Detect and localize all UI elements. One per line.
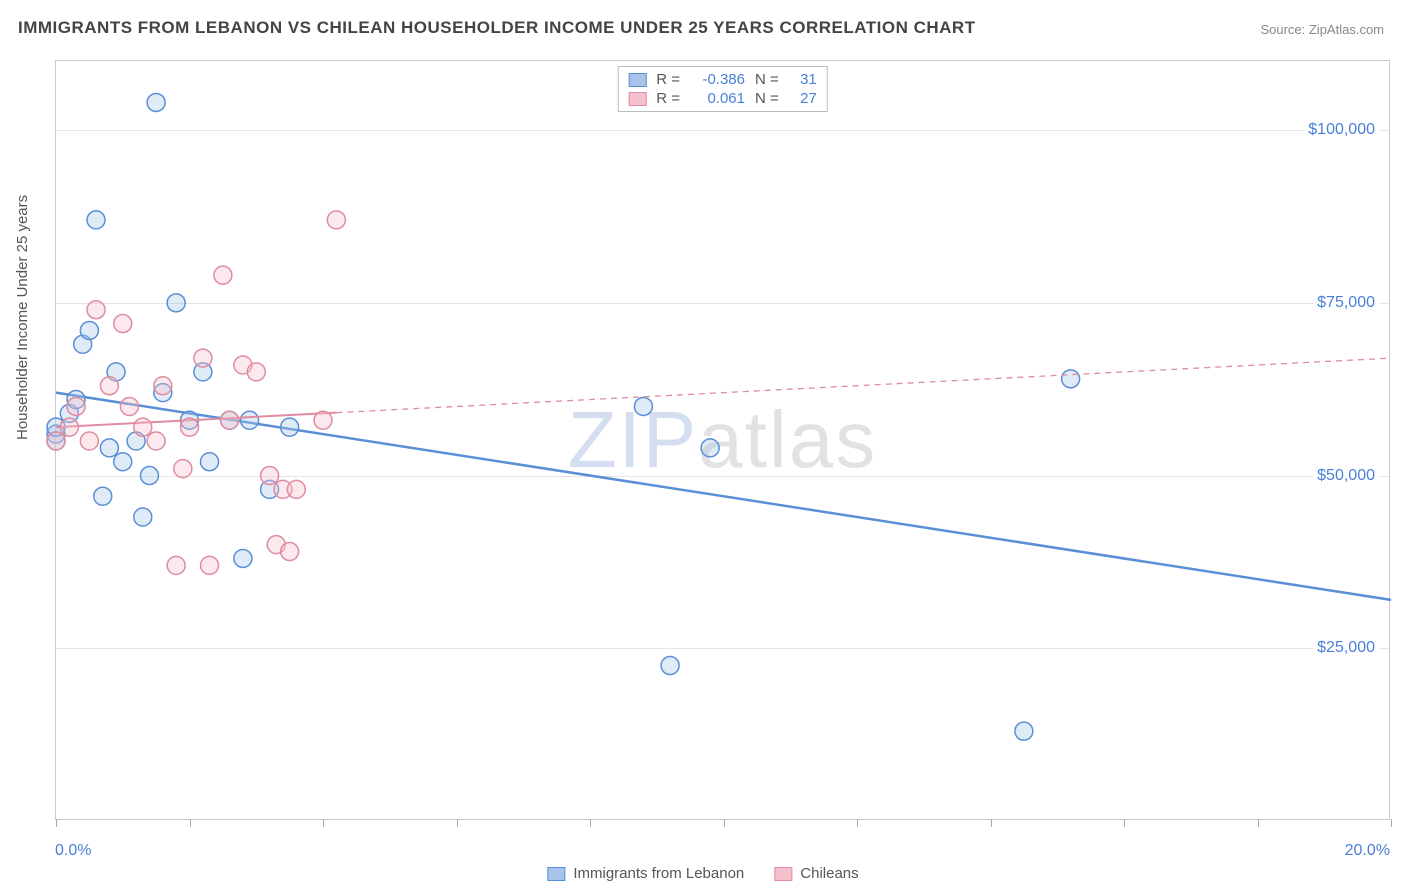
y-axis-title: Householder Income Under 25 years	[14, 195, 31, 440]
swatch-chileans	[628, 92, 646, 106]
series-legend: Immigrants from Lebanon Chileans	[547, 865, 858, 882]
n-value-lebanon: 31	[789, 71, 817, 88]
r-label: R =	[656, 71, 680, 88]
plot-area: ZIPatlas $25,000$50,000$75,000$100,000 R…	[55, 60, 1390, 820]
x-axis-min-label: 0.0%	[55, 842, 91, 860]
correlation-legend-row-1: R = -0.386 N = 31	[628, 71, 817, 88]
swatch-lebanon	[628, 73, 646, 87]
correlation-legend-row-2: R = 0.061 N = 27	[628, 90, 817, 107]
r-value-chileans: 0.061	[690, 90, 745, 107]
correlation-legend: R = -0.386 N = 31 R = 0.061 N = 27	[617, 66, 828, 112]
legend-label-lebanon: Immigrants from Lebanon	[573, 865, 744, 882]
n-label: N =	[755, 71, 779, 88]
source-attribution: Source: ZipAtlas.com	[1260, 22, 1384, 37]
series-legend-item-lebanon: Immigrants from Lebanon	[547, 865, 744, 882]
n-label: N =	[755, 90, 779, 107]
series-legend-item-chileans: Chileans	[774, 865, 858, 882]
r-label: R =	[656, 90, 680, 107]
n-value-chileans: 27	[789, 90, 817, 107]
legend-label-chileans: Chileans	[800, 865, 858, 882]
legend-swatch-chileans	[774, 867, 792, 881]
x-axis-max-label: 20.0%	[1345, 842, 1390, 860]
chart-title: IMMIGRANTS FROM LEBANON VS CHILEAN HOUSE…	[18, 18, 976, 38]
r-value-lebanon: -0.386	[690, 71, 745, 88]
scatter-plot-svg	[56, 61, 1389, 819]
legend-swatch-lebanon	[547, 867, 565, 881]
